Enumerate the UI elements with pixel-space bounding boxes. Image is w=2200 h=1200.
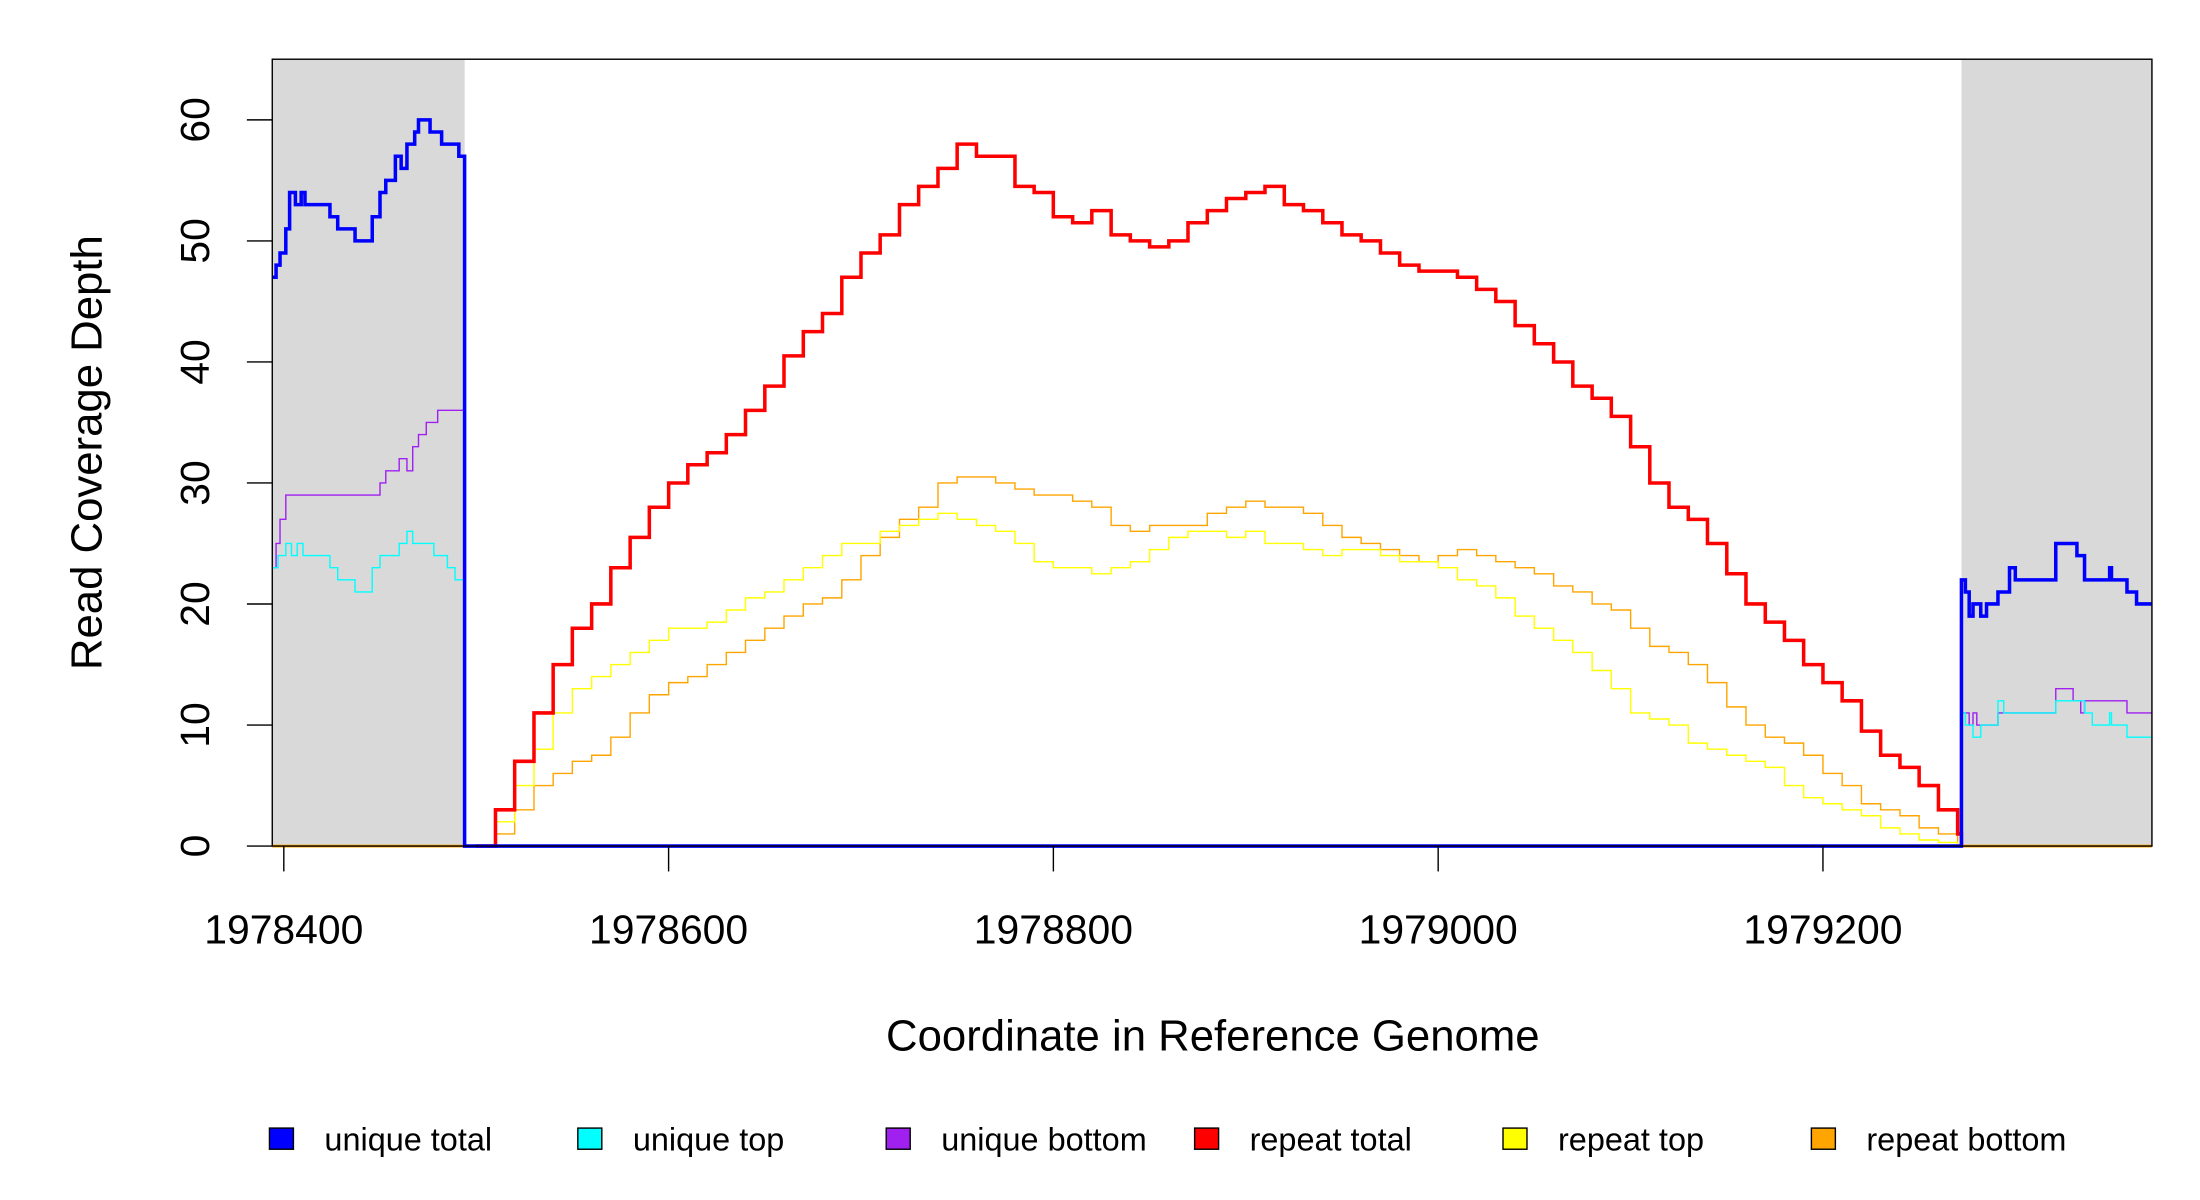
series-unique-bottom [272, 409, 2152, 847]
x-tick-label: 1978800 [974, 906, 1133, 952]
legend-swatch [577, 1127, 603, 1150]
x-tick-label: 1979000 [1359, 906, 1518, 952]
plot-border [271, 58, 2153, 847]
legend-swatch [1502, 1127, 1528, 1150]
shaded-region [1961, 59, 2152, 847]
y-axis-label: Read Coverage Depth [63, 235, 112, 670]
x-axis: 1978400 1978600 1978800 1979000 1979200 [204, 846, 1903, 952]
series-repeat-total [476, 142, 1964, 848]
shaded-region [272, 59, 465, 847]
x-tick-label: 1978600 [589, 906, 748, 952]
legend-label: unique top [633, 1122, 784, 1158]
x-tick-label: 1978400 [204, 906, 363, 952]
series-repeat-top [476, 512, 1962, 847]
y-tick-label: 60 [172, 97, 218, 142]
y-axis: 0 10 20 30 40 50 60 [172, 97, 273, 858]
legend-label: repeat top [1558, 1122, 1704, 1158]
legend-swatch [1810, 1127, 1837, 1150]
series-lines [272, 118, 2152, 848]
y-tick-label: 50 [172, 218, 218, 263]
x-axis-label: Coordinate in Reference Genome [886, 1012, 1540, 1061]
legend-label: unique total [324, 1122, 492, 1158]
legend-swatch [268, 1127, 295, 1150]
legend-swatch [1193, 1127, 1220, 1150]
shaded-regions [272, 59, 2152, 847]
legend-swatch [885, 1127, 911, 1150]
y-tick-label: 0 [172, 835, 218, 858]
series-unique-top [272, 530, 2152, 847]
legend-label: unique bottom [941, 1122, 1146, 1158]
series-unique-total [272, 118, 2152, 848]
series-repeat-bottom [476, 476, 1962, 847]
y-tick-label: 30 [172, 460, 218, 505]
legend: unique total unique top unique bottom repea… [268, 1122, 2066, 1158]
y-tick-label: 20 [172, 581, 218, 626]
legend-label: repeat total [1250, 1122, 1412, 1158]
y-tick-label: 40 [172, 339, 218, 384]
y-tick-label: 10 [172, 702, 218, 747]
x-tick-label: 1979200 [1743, 906, 1902, 952]
legend-label: repeat bottom [1866, 1122, 2066, 1158]
